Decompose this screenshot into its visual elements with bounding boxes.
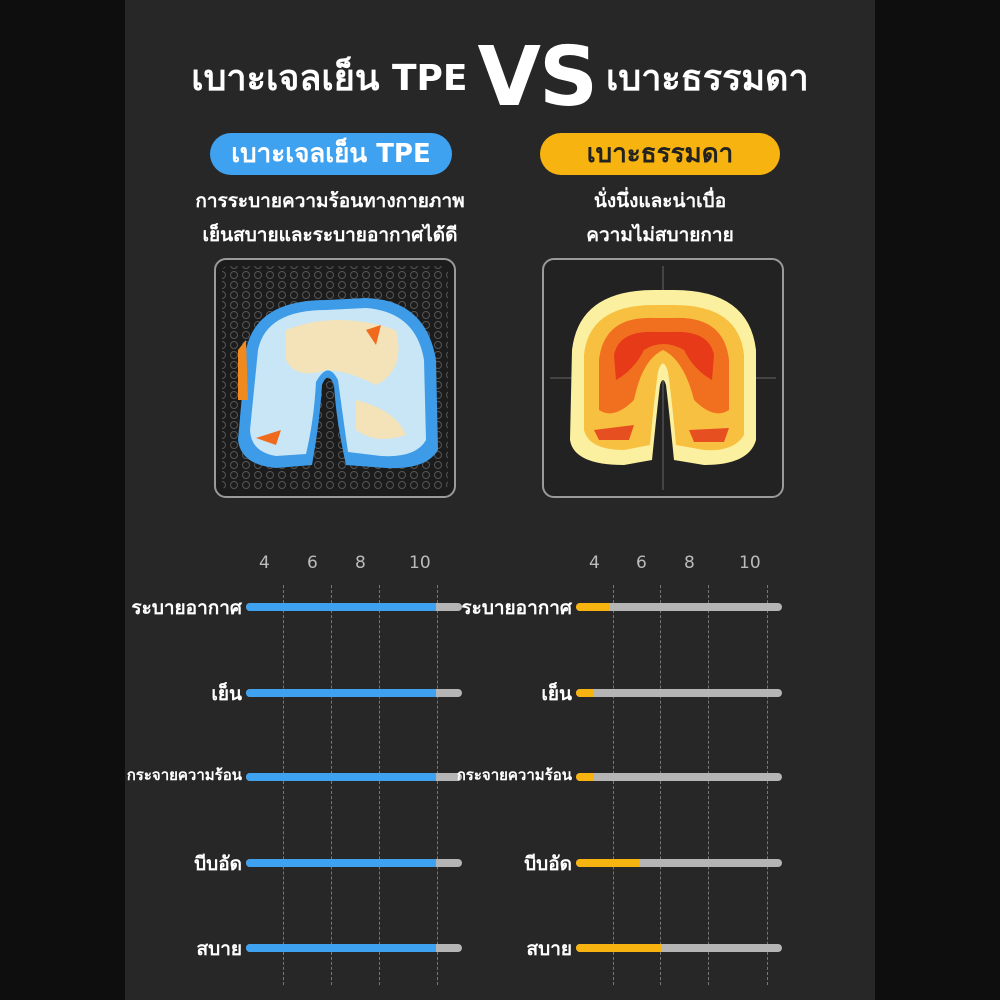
bar-value [246, 859, 437, 867]
desc-line: ความไม่สบายกาย [586, 224, 734, 246]
category-label: เย็น [211, 683, 242, 705]
grid-line [660, 585, 661, 985]
bar-value [246, 773, 437, 781]
axis-tick-label: 4 [259, 553, 270, 573]
tpe-seat-heatmap [214, 258, 456, 498]
axis-tick-label: 4 [589, 553, 600, 573]
bar-value [246, 689, 437, 697]
desc-line: การระบายความร้อนทางกายภาพ [195, 190, 465, 212]
axis-tick-label: 6 [636, 553, 647, 573]
category-label: บีบอัด [524, 853, 572, 875]
category-label: กระจายความร้อน [126, 766, 242, 784]
regular-description: นั่งนึ่งและน่าเบื่อความไม่สบายกาย [510, 184, 810, 252]
axis-tick-label: 10 [739, 553, 761, 573]
category-label: กระจายความร้อน [456, 766, 572, 784]
grid-line [767, 585, 768, 985]
headline-right: เบาะธรรมดา [606, 58, 809, 99]
category-label: ระบายอากาศ [461, 597, 572, 619]
bar-value [576, 773, 594, 781]
axis-tick-label: 8 [355, 553, 366, 573]
bar-value [576, 944, 662, 952]
bar-value [576, 859, 640, 867]
category-label: สบาย [196, 938, 242, 960]
desc-line: เย็นสบายและระบายอากาศได้ดี [202, 224, 458, 246]
bar-value [576, 603, 611, 611]
headline: เบาะเจลเย็น TPE VS เบาะธรรมดา [0, 30, 1000, 125]
bar-track [576, 773, 782, 781]
tpe-description: การระบายความร้อนทางกายภาพเย็นสบายและระบา… [180, 184, 480, 252]
grid-line [437, 585, 438, 985]
category-label: บีบอัด [194, 853, 242, 875]
axis-tick-label: 10 [409, 553, 431, 573]
regular-badge: เบาะธรรมดา [540, 133, 780, 175]
axis-tick-label: 6 [307, 553, 318, 573]
tpe-badge: เบาะเจลเย็น TPE [210, 133, 452, 175]
grid-line [283, 585, 284, 985]
grid-line [613, 585, 614, 985]
bar-track [576, 944, 782, 952]
regular-seat-heatmap [542, 258, 784, 498]
headline-vs: VS [477, 30, 599, 125]
bar-value [246, 944, 437, 952]
grid-line [379, 585, 380, 985]
grid-line [331, 585, 332, 985]
category-label: สบาย [526, 938, 572, 960]
bar-value [576, 689, 594, 697]
category-label: เย็น [541, 683, 572, 705]
axis-tick-label: 8 [684, 553, 695, 573]
bar-track [576, 689, 782, 697]
bar-track [576, 859, 782, 867]
headline-left: เบาะเจลเย็น TPE [191, 58, 468, 99]
category-label: ระบายอากาศ [131, 597, 242, 619]
bar-value [246, 603, 437, 611]
desc-line: นั่งนึ่งและน่าเบื่อ [593, 190, 727, 212]
bar-track [576, 603, 782, 611]
grid-line [708, 585, 709, 985]
